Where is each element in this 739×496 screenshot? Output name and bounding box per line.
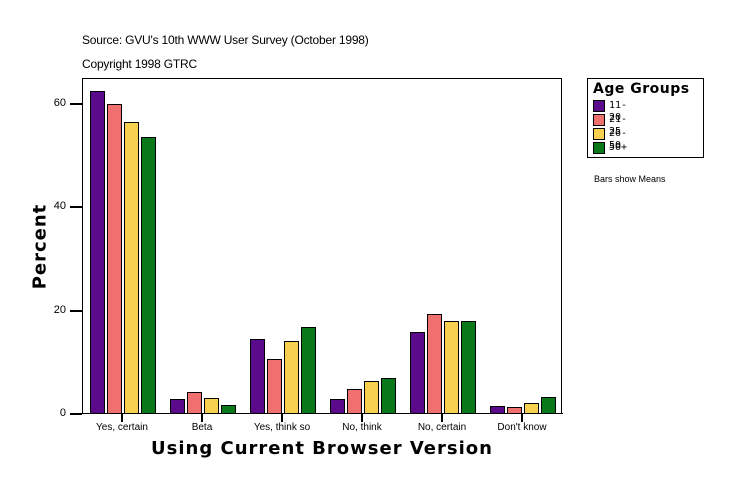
legend-swatch <box>593 142 605 154</box>
legend-swatch <box>593 100 605 112</box>
bar-26-50 <box>284 340 299 414</box>
bar-50-plus <box>301 326 316 414</box>
bar-26-50 <box>124 121 139 414</box>
x-tick-label: No, certain <box>417 422 467 433</box>
bar-21-25 <box>507 407 522 414</box>
bar-11-20 <box>330 398 345 414</box>
bar-50-plus <box>141 137 156 414</box>
y-tick-label: 20 <box>53 303 66 316</box>
copyright-caption: Copyright 1998 GTRC <box>82 57 197 71</box>
y-axis-title: Percent <box>29 203 51 290</box>
bar-11-20 <box>170 398 185 414</box>
x-tick <box>281 414 283 422</box>
x-tick <box>441 414 443 422</box>
y-tick <box>70 206 82 208</box>
y-tick <box>70 102 82 105</box>
legend-label: 21-25 <box>609 114 628 137</box>
y-tick <box>70 309 82 312</box>
legend-swatch <box>593 114 605 126</box>
y-tick <box>70 413 82 415</box>
legend-label: 26-50 <box>609 128 628 151</box>
x-tick <box>201 414 203 422</box>
bars-show-means-note: Bars show Means <box>594 174 666 184</box>
bar-50-plus <box>221 405 236 414</box>
bar-21-25 <box>267 359 282 414</box>
legend-label: 50+ <box>609 142 628 153</box>
x-tick <box>361 414 363 422</box>
bar-11-20 <box>410 332 425 414</box>
x-tick-label: Don't know <box>497 422 547 433</box>
source-caption: Source: GVU's 10th WWW User Survey (Octo… <box>82 33 369 47</box>
x-axis-line <box>82 413 563 414</box>
bar-21-25 <box>107 103 122 414</box>
y-tick-label: 40 <box>53 200 66 212</box>
bar-21-25 <box>187 392 202 414</box>
legend-swatch <box>593 128 605 140</box>
x-axis-title: Using Current Browser Version <box>151 438 493 459</box>
y-tick-label: 0 <box>59 407 66 419</box>
bar-26-50 <box>444 320 459 414</box>
legend-title: Age Groups <box>593 81 690 97</box>
bar-26-50 <box>204 398 219 414</box>
y-tick-label: 60 <box>53 96 66 109</box>
bar-21-25 <box>347 389 362 414</box>
x-tick <box>521 414 523 422</box>
legend-label: 11-20 <box>609 100 628 123</box>
bar-50-plus <box>541 397 556 414</box>
x-tick-label: Beta <box>191 422 213 433</box>
bar-11-20 <box>250 338 265 414</box>
bar-50-plus <box>381 378 396 414</box>
bar-21-25 <box>427 314 442 414</box>
x-tick <box>121 414 123 422</box>
x-tick-label: No, think <box>342 422 382 433</box>
legend: Age Groups 11-20 21-25 26-50 50+ <box>587 78 704 158</box>
plot-area <box>82 78 562 414</box>
bar-50-plus <box>461 320 476 414</box>
bar-26-50 <box>524 403 539 414</box>
bar-11-20 <box>90 90 105 414</box>
x-tick-label: Yes, think so <box>253 422 311 433</box>
x-tick-label: Yes, certain <box>96 422 148 433</box>
bar-11-20 <box>490 406 505 414</box>
bar-26-50 <box>364 381 379 414</box>
